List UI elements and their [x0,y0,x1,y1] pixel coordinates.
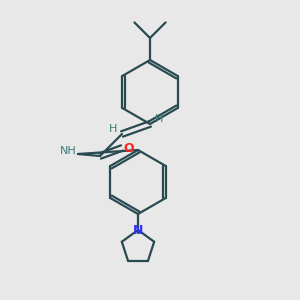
Text: H: H [155,114,163,124]
Text: H: H [109,124,117,134]
Text: NH: NH [60,146,76,156]
Text: N: N [133,224,143,236]
Text: O: O [124,142,134,154]
